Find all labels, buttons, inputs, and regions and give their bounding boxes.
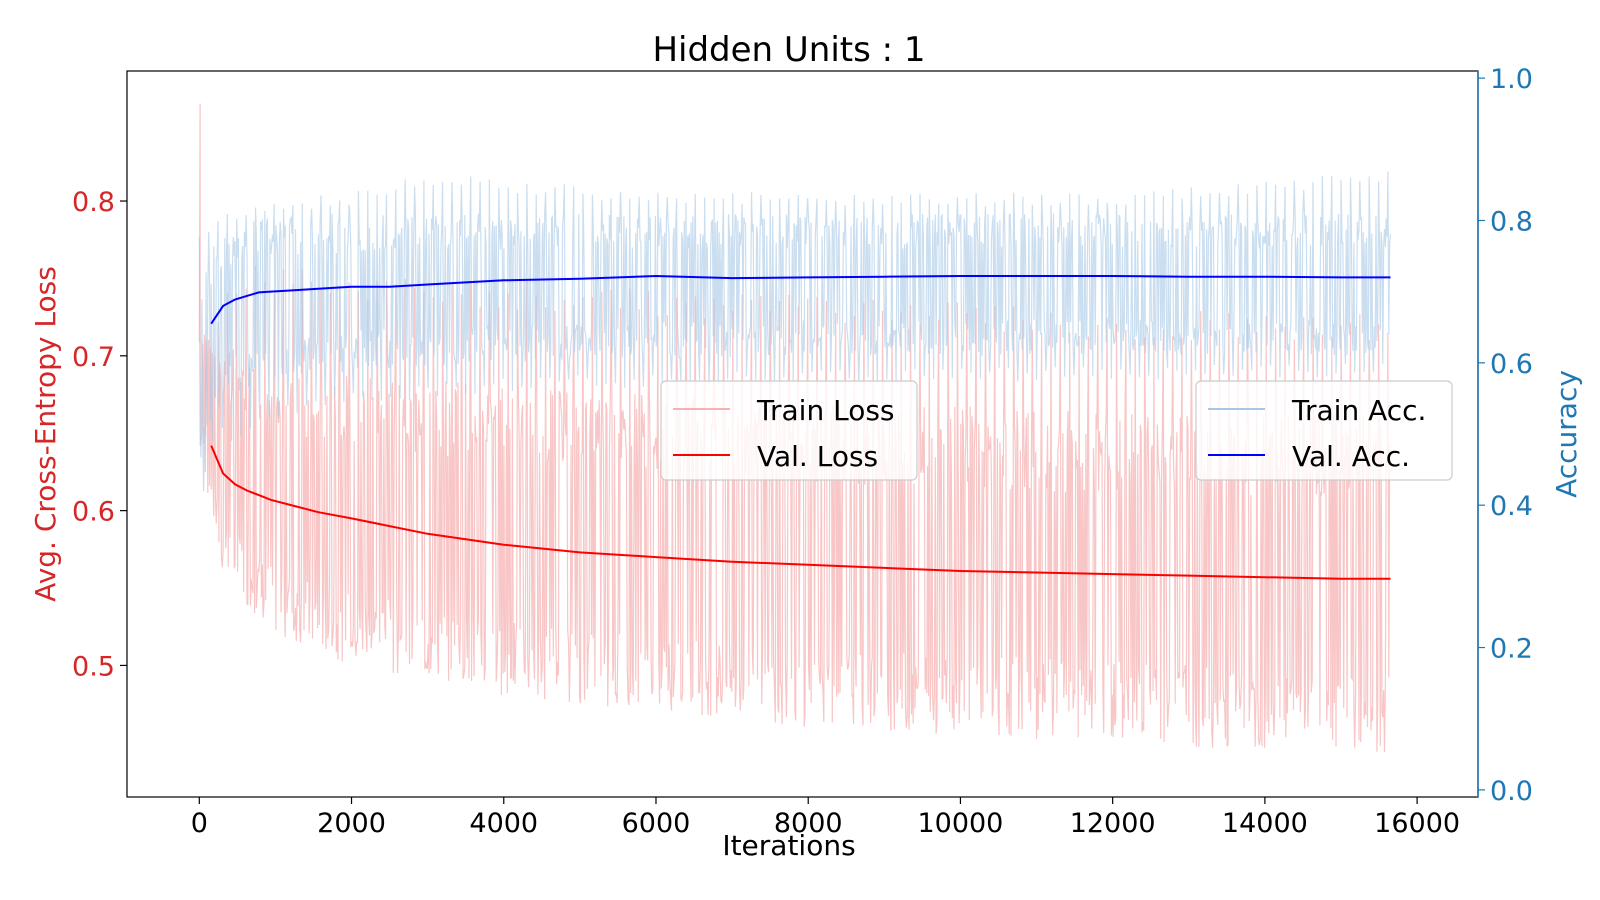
- x-tick-label: 0: [191, 808, 208, 839]
- chart-title: Hidden Units : 1: [652, 30, 925, 70]
- left-y-tick-label: 0.8: [72, 187, 115, 218]
- right-y-tick-label: 1.0: [1490, 64, 1533, 95]
- x-tick-label: 8000: [774, 808, 843, 839]
- loss-legend: Train Loss Val. Loss: [660, 380, 918, 481]
- right-y-tick-label: 0.8: [1490, 206, 1533, 237]
- val-acc-legend-label: Val. Acc.: [1292, 440, 1410, 473]
- x-tick-label: 6000: [622, 808, 691, 839]
- train-loss-line: [198, 103, 1392, 753]
- train-loss-legend-label: Train Loss: [756, 394, 895, 427]
- left-y-tick-label: 0.6: [72, 497, 115, 528]
- axes: 0 2000 4000 6000 8000 10000 12000 14000 16000 0.5…: [72, 64, 1533, 839]
- val-acc-line: [210, 274, 1391, 325]
- accuracy-legend: Train Acc. Val. Acc.: [1195, 380, 1453, 481]
- plot-series: [198, 103, 1392, 753]
- left-y-tick-label: 0.5: [72, 651, 115, 682]
- x-axis-label: Iterations: [722, 829, 855, 862]
- train-acc-line: [198, 171, 1392, 492]
- val-loss-legend-label: Val. Loss: [757, 440, 878, 473]
- plot-area: [198, 103, 1392, 753]
- x-tick-label: 12000: [1070, 808, 1156, 839]
- left-y-tick-label: 0.7: [72, 342, 115, 373]
- right-y-tick-label: 0.2: [1490, 634, 1533, 665]
- right-y-axis-label: Accuracy: [1550, 370, 1583, 498]
- right-y-tick-label: 0.4: [1490, 491, 1533, 522]
- right-y-tick-label: 0.0: [1490, 776, 1533, 807]
- left-y-axis-label: Avg. Cross-Entropy Loss: [29, 266, 62, 602]
- x-tick-label: 2000: [317, 808, 386, 839]
- x-tick-label: 10000: [917, 808, 1003, 839]
- x-tick-label: 14000: [1222, 808, 1308, 839]
- val-loss-line: [210, 445, 1391, 580]
- right-y-tick-label: 0.6: [1490, 349, 1533, 380]
- train-acc-legend-label: Train Acc.: [1291, 394, 1426, 427]
- x-tick-label: 4000: [469, 808, 538, 839]
- x-tick-label: 16000: [1374, 808, 1460, 839]
